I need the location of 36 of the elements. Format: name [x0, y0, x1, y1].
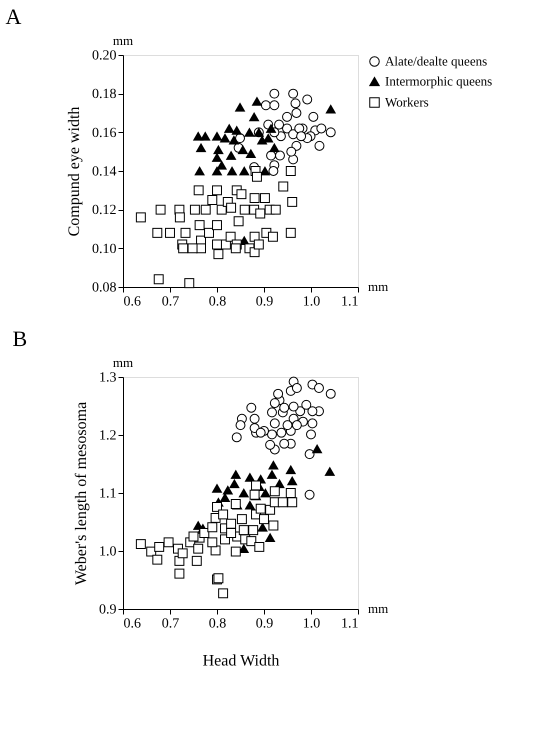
x-tick-label: 0.6: [124, 616, 141, 632]
y-tick-label: 0.18: [92, 87, 116, 102]
y-tick-label: 0.9: [99, 602, 116, 618]
text: mm: [368, 601, 388, 616]
y-tick-label: 0.08: [92, 280, 116, 296]
y-tick-label: 0.10: [92, 242, 116, 257]
x-tick-label: 1.1: [341, 616, 358, 632]
y-tick-label: 0.20: [92, 48, 116, 64]
y-tick-label: 0.16: [92, 126, 116, 141]
x-axis-title: Head Width: [202, 652, 280, 670]
y-tick-label: 1.2: [99, 428, 116, 444]
text: mm: [112, 33, 134, 48]
chart-title: A: [6, 4, 22, 29]
x-tick-label: 0.8: [208, 294, 226, 310]
x-tick-label: 0.9: [256, 616, 274, 632]
x-tick-label: 1.0: [302, 616, 320, 632]
legend-label: Intermorphic queens: [385, 74, 492, 88]
x-tick-label: 0.9: [256, 294, 274, 310]
legend-label: Workers: [385, 94, 429, 110]
x-tick-label: 0.7: [162, 294, 180, 310]
y-tick-label: 0.12: [92, 203, 116, 218]
legend-label: Alate/dealte queens: [385, 54, 488, 68]
x-tick-label: 1.1: [341, 294, 358, 310]
y-tick-label: 1.3: [99, 370, 116, 386]
text: mm: [368, 279, 388, 294]
x-tick-label: 0.6: [124, 294, 141, 310]
y-axis-title: Compund eye width: [66, 106, 83, 236]
text: mm: [112, 355, 134, 370]
y-axis-title: Weber's length of mesosoma: [73, 402, 90, 586]
x-tick-label: 0.8: [208, 616, 226, 632]
x-tick-label: 1.0: [302, 294, 320, 310]
x-tick-label: 0.7: [162, 616, 180, 632]
y-tick-label: 1.1: [99, 486, 116, 502]
y-tick-label: 0.14: [92, 164, 116, 180]
chart-title: B: [12, 326, 28, 351]
y-tick-label: 1.0: [99, 544, 116, 560]
